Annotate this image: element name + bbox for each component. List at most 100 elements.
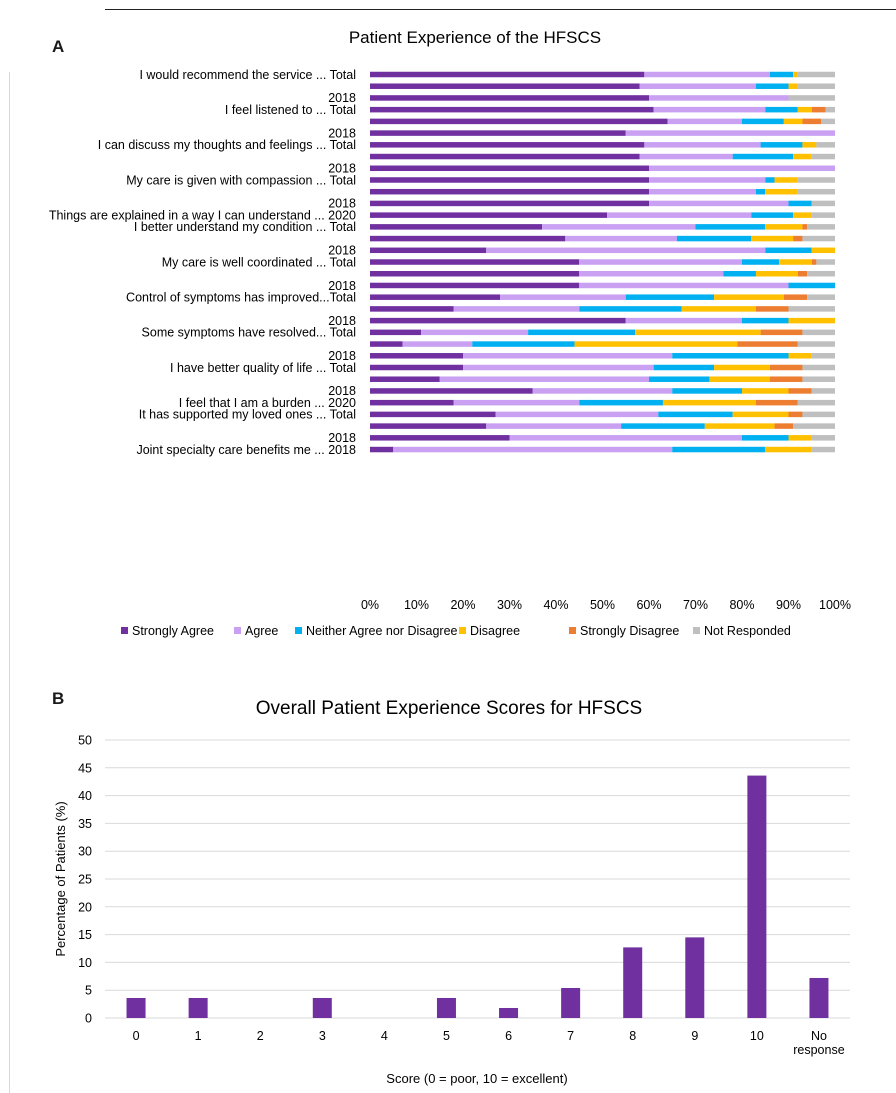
bar-segment [370, 106, 654, 113]
bar-segment [542, 224, 696, 230]
bar-segment [649, 200, 789, 207]
bar-segment [751, 235, 794, 242]
bar-segment [370, 270, 580, 277]
bar-segment [793, 235, 803, 242]
y-tick-label: 10 [78, 956, 92, 970]
bar-segment [625, 130, 835, 136]
bar-segment [765, 177, 775, 183]
legend-swatch [234, 627, 241, 634]
row-label: 2018 [328, 91, 356, 105]
bar-segment [639, 153, 733, 160]
bar-segment [649, 188, 756, 195]
bar-segment [797, 341, 835, 347]
bar-segment [811, 200, 835, 207]
bar-segment [811, 353, 835, 359]
bar-segment [370, 71, 645, 78]
row-label: My care is given with compassion ... Tot… [126, 173, 356, 187]
stacked-bar-chart: Patient Experience of the HFSCS I would r… [49, 28, 851, 638]
y-tick-label: 0 [85, 1012, 92, 1026]
bar-segment [625, 317, 742, 324]
bar-segment [742, 388, 789, 394]
score-bar [685, 937, 705, 1018]
row-label: Some symptoms have resolved... Total [142, 326, 356, 340]
x-tick-label: 0 [133, 1029, 140, 1043]
y-tick-label: 15 [78, 928, 92, 942]
bar-segment [788, 83, 798, 89]
bar-segment [811, 388, 835, 394]
bar-segment [509, 435, 742, 441]
bar-segment [393, 446, 673, 453]
legend-swatch [121, 627, 128, 634]
row-label: I better understand my condition ... Tot… [134, 220, 356, 234]
bar-segment [821, 118, 835, 125]
bar-segment [811, 435, 835, 441]
bar-segment [769, 71, 794, 78]
row-label: 2018 [328, 431, 356, 445]
bar-segment [783, 118, 803, 125]
bar-segment [755, 399, 798, 406]
legend-swatch [459, 627, 466, 634]
bar-segment [714, 364, 770, 371]
bar-segment [370, 411, 496, 418]
bar-segment [788, 306, 835, 312]
bar-segment [495, 411, 659, 418]
x-tick-label: 5 [443, 1029, 450, 1043]
x-axis-label: Score (0 = poor, 10 = excellent) [386, 1071, 567, 1086]
bar-segment [370, 306, 454, 312]
bar-segment [797, 106, 812, 113]
row-label: 2018 [328, 126, 356, 140]
legend-swatch [569, 627, 576, 634]
bar-segment [742, 259, 780, 265]
bar-segment [765, 446, 812, 453]
y-tick-label: 5 [85, 984, 92, 998]
bar-segment [802, 235, 835, 242]
bar-segment [672, 446, 766, 453]
bar-segment [797, 270, 808, 277]
row-label: Joint specialty care benefits me ... 201… [136, 443, 356, 457]
bar-segment [755, 188, 766, 195]
x-tick-label: 70% [683, 598, 708, 612]
bar-segment [755, 306, 789, 312]
bar-segment [472, 341, 575, 347]
bar-segment [802, 224, 808, 230]
bar-segment [732, 411, 789, 418]
bar-segment [579, 306, 682, 312]
bar-segment [807, 294, 835, 300]
bar-segment [579, 270, 724, 277]
bar-segment [370, 130, 626, 136]
bar-segment [370, 247, 487, 254]
bar-segment [797, 71, 835, 78]
x-tick-label: 3 [319, 1029, 326, 1043]
legend-label: Strongly Agree [132, 624, 214, 638]
bar-segment [704, 423, 775, 429]
bar-segment [774, 423, 794, 429]
x-tick-label: 4 [381, 1029, 388, 1043]
bar-segment [811, 106, 826, 113]
y-tick-label: 35 [78, 817, 92, 831]
left-divider [9, 72, 10, 1093]
bar-segment [644, 71, 770, 78]
bar-segment [742, 118, 784, 125]
bar-segment [579, 259, 742, 265]
x-tick-label: 50% [590, 598, 615, 612]
bar-segment [402, 341, 473, 347]
bar-segment [765, 224, 803, 230]
bar-segment [807, 270, 835, 277]
row-label: I can discuss my thoughts and feelings .… [98, 138, 356, 152]
bar-segment [714, 294, 784, 300]
bar-segment [760, 329, 803, 336]
bar-segment [370, 212, 608, 218]
bar-segment [742, 435, 789, 441]
bar-segment [621, 423, 705, 429]
x-tick-label: 2 [257, 1029, 264, 1043]
legend-label: Disagree [470, 624, 520, 638]
bar-segment [453, 306, 580, 312]
bar-segment [737, 341, 798, 347]
bar-segment [370, 341, 403, 347]
score-bar [747, 775, 767, 1018]
x-tick-label: 10% [404, 598, 429, 612]
bar-segment [769, 376, 803, 382]
bar-segment [463, 364, 654, 371]
row-label: 2018 [328, 197, 356, 211]
y-tick-label: 20 [78, 900, 92, 914]
